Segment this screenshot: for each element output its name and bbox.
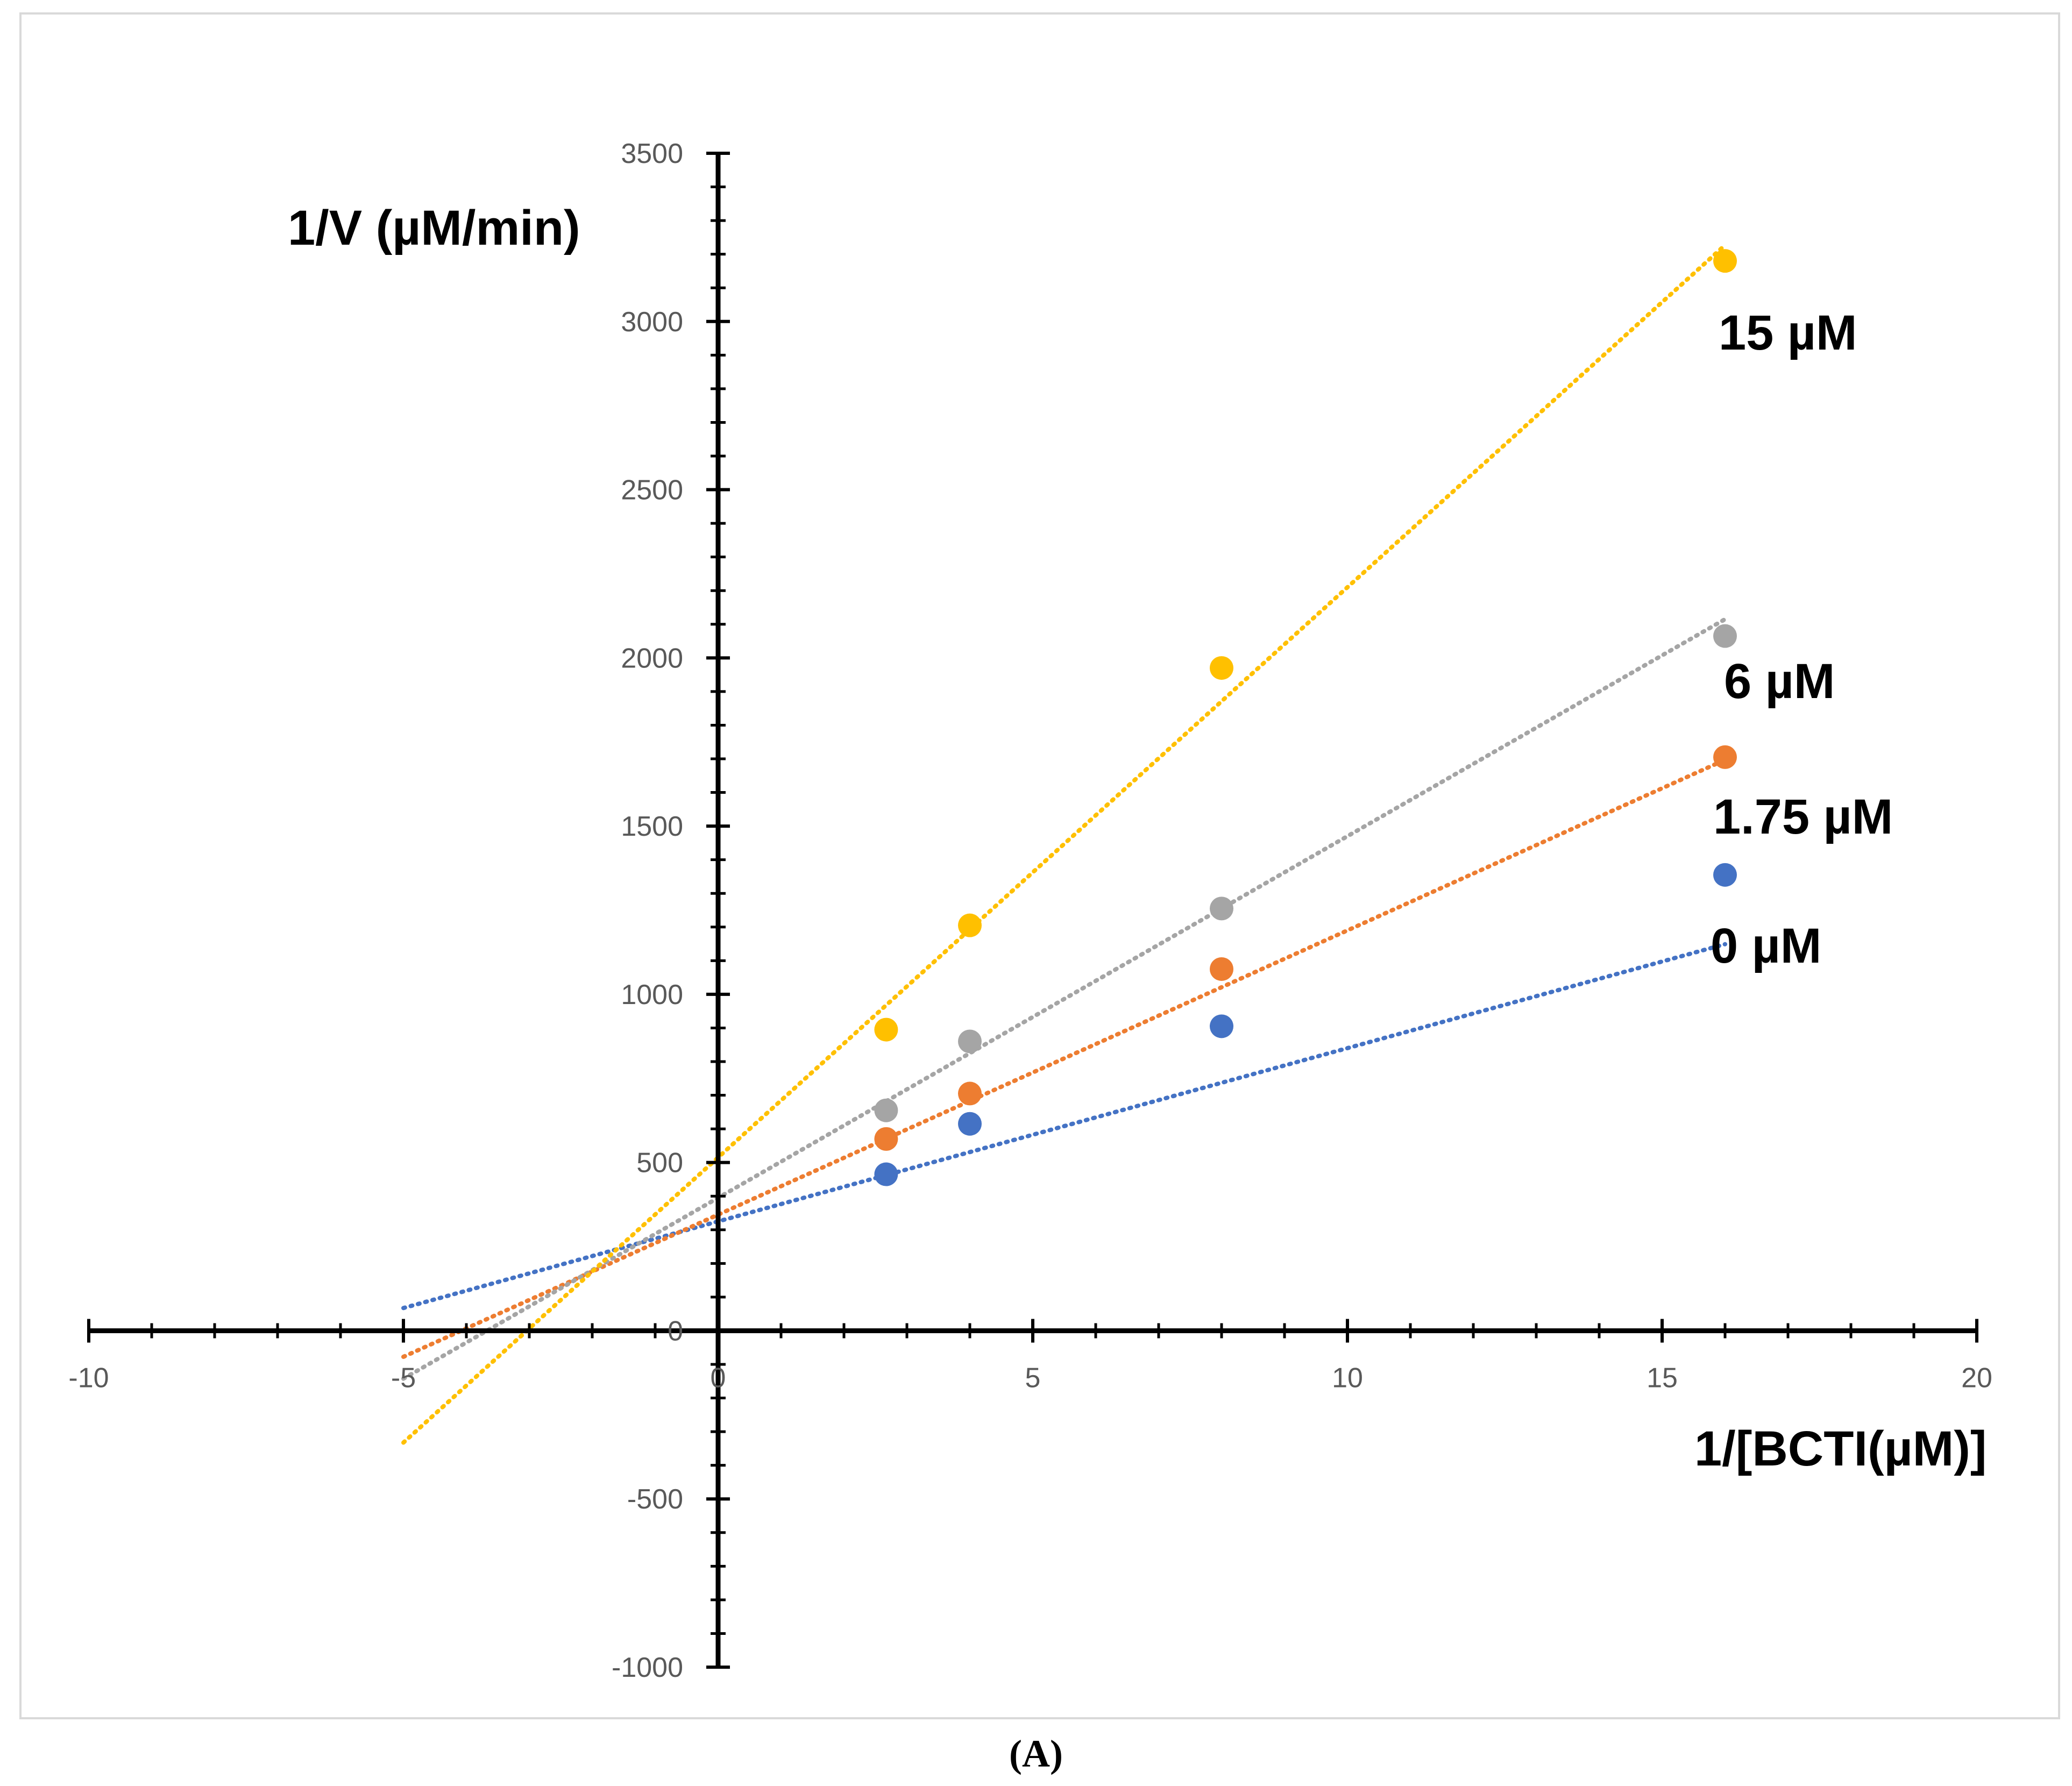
data-point-series-1-2 (1210, 957, 1233, 981)
x-tick-label: 10 (1332, 1362, 1363, 1393)
trendline-series-0 (401, 942, 1727, 1311)
data-point-series-1-1 (958, 1081, 982, 1106)
data-point-series-1-3 (1713, 745, 1737, 769)
y-tick-label: 2500 (621, 475, 683, 506)
data-points (874, 249, 1737, 1186)
axes: -10 -5 0 5 10 15 20 -1000 -500 0 500 1000 1500 2000 25… (68, 138, 1992, 1683)
data-point-series-1-0 (874, 1127, 898, 1151)
y-tick-label: 3000 (621, 307, 683, 338)
x-tick-label: 20 (1961, 1362, 1992, 1393)
data-point-series-2-1 (958, 1029, 982, 1054)
trendline-series-1 (401, 757, 1727, 1359)
x-tick-label: -10 (68, 1362, 109, 1393)
panel-label: (A) (1009, 1732, 1063, 1775)
data-point-series-3-3 (1713, 249, 1737, 273)
series-label-15-uM: 15 µM (1719, 305, 1857, 360)
series-label-0-uM: 0 µM (1711, 919, 1821, 973)
data-point-series-0-1 (958, 1112, 982, 1136)
series-label-1-75-uM: 1.75 µM (1713, 789, 1893, 844)
y-tick-label: 3500 (621, 138, 683, 169)
y-tick-label: 1000 (621, 979, 683, 1011)
data-point-series-3-2 (1210, 656, 1233, 680)
x-axis-title: 1/[BCTI(µM)] (1694, 1421, 1987, 1476)
x-tick-label: 0 (711, 1362, 726, 1393)
data-point-series-0-2 (1210, 1014, 1233, 1038)
data-point-series-2-2 (1210, 896, 1233, 921)
y-tick-label: -500 (627, 1484, 683, 1515)
x-tick-label: 5 (1025, 1362, 1041, 1393)
data-point-series-0-3 (1713, 863, 1737, 887)
data-point-series-0-0 (874, 1162, 898, 1186)
y-axis-title: 1/V (µM/min) (288, 201, 580, 255)
trendline-series-2 (401, 617, 1727, 1381)
y-tick-label: 1500 (621, 811, 683, 842)
trendlines (401, 243, 1727, 1445)
series-label-6-uM: 6 µM (1724, 654, 1835, 709)
y-tick-label: 0 (668, 1315, 683, 1347)
data-point-series-2-3 (1713, 624, 1737, 648)
x-tick-label: 15 (1647, 1362, 1678, 1393)
data-point-series-3-0 (874, 1017, 898, 1042)
x-tick-label: -5 (391, 1362, 416, 1393)
y-tick-label: 2000 (621, 643, 683, 674)
data-point-series-3-1 (958, 913, 982, 937)
trendline-series-3 (401, 243, 1727, 1445)
data-point-series-2-0 (874, 1098, 898, 1122)
y-tick-label: 500 (636, 1148, 683, 1179)
y-tick-label: -1000 (612, 1652, 683, 1683)
